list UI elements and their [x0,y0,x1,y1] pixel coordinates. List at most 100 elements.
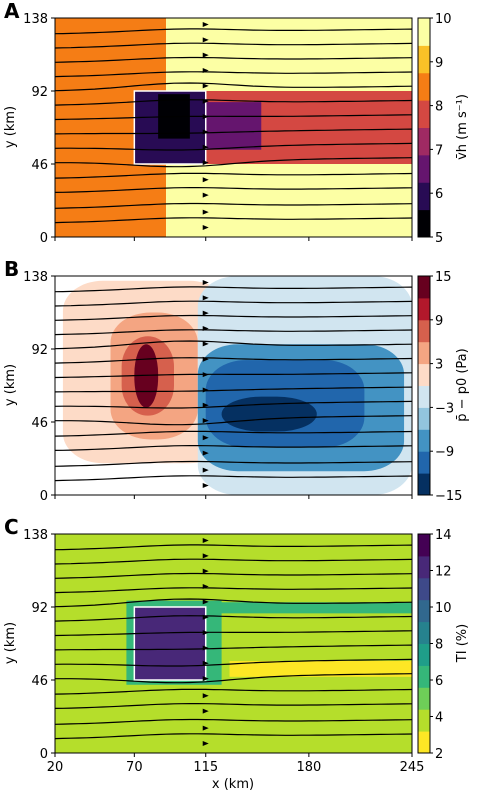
streamline-arrow [202,310,209,316]
colorbar-tick-label: 8 [435,100,443,115]
streamline [55,445,412,451]
colorbar-segment [418,534,430,557]
colorbar-segment [418,276,430,299]
streamline [55,673,412,684]
streamline [55,329,412,336]
colorbar-tick-label: 2 [435,747,443,762]
colorbar-tick-label: −15 [435,489,462,504]
streamline-arrow [202,645,209,651]
colorbar-segment [418,45,430,74]
streamline [55,558,412,565]
streamline-arrow [202,708,209,714]
streamline-arrow [202,418,209,424]
streamline [55,82,412,92]
panel-b-axes: 0 46 92 138 [23,270,413,504]
colorbar-tick-label: 4 [435,711,443,726]
streamline-arrow [202,209,209,215]
x-tick-label: 20 [47,760,64,775]
panel-label-a: A [4,0,20,23]
colorbar-segment [418,385,430,408]
colorbar-segment [418,429,430,452]
region-upper_wake_edge [205,602,412,614]
streamline-arrow [202,568,209,574]
colorbar-segment [418,363,430,386]
streamline [55,644,412,651]
streamline-arrow [202,177,209,183]
colorbar-tick-label: 12 [435,565,452,580]
wind-farm-box [133,606,207,681]
streamline-arrow [202,614,209,620]
streamline [55,386,412,393]
panel-c-axes: 20 70 115 180 245 0 46 92 138 [23,528,424,775]
streamline [55,544,412,551]
streamline-arrow [202,98,209,104]
streamline-arrow [202,693,209,699]
panel-a-colorbar-label: v̄h (m s⁻¹) [455,94,470,160]
colorbar-segment [418,687,430,710]
colorbar-tick-label: 9 [435,56,443,71]
panel-b-plot [55,276,412,495]
streamline [55,142,412,151]
streamline-arrow [202,450,209,456]
streamline [55,357,412,364]
streamline-arrow [202,356,209,362]
panel-label-b: B [4,257,19,281]
streamline [55,42,412,49]
panel-a-plot [55,18,412,237]
y-tick-label: 92 [31,601,48,616]
y-tick-label: 0 [40,231,48,246]
streamline-arrow [202,160,209,166]
streamline [55,475,412,482]
region-inner_wake [205,102,262,150]
streamline-arrow [202,467,209,473]
streamline-arrow [202,37,209,43]
streamline [55,400,412,409]
streamline-arrow [202,725,209,731]
region-lower_wake_low [229,660,412,677]
panel-c-frame [54,533,413,754]
colorbar-segment [418,555,430,579]
streamline [55,572,412,579]
streamline-arrow [202,341,209,347]
y-tick-label: 138 [23,12,48,27]
streamline [55,114,412,121]
colorbar-segment [418,297,430,321]
streamline-arrow [202,599,209,605]
streamline-arrow [202,584,209,590]
y-tick-label: 138 [23,528,48,543]
streamline [55,430,412,437]
streamline [55,598,412,608]
colorbar-tick-label: 6 [435,187,443,202]
streamline [55,415,412,426]
y-tick-label: 0 [40,747,48,762]
panel-b-colorbar-label: p̄ − p0 (Pa) [455,348,470,421]
colorbar-segment [418,709,430,732]
panel-b-ylabel: y (km) [3,364,18,406]
streamline-arrow [202,279,209,285]
y-tick-label: 138 [23,270,48,285]
panel-b-frame [54,275,413,496]
panel-a-axes: 0 46 92 138 [23,12,413,246]
panel-label-c: C [4,515,19,539]
colorbar-segment [418,731,430,754]
streamline [55,372,412,379]
y-tick-label: 0 [40,489,48,504]
streamline [55,630,412,637]
region-background [55,534,412,753]
colorbar-segment [418,621,430,644]
y-tick-label: 46 [31,416,48,431]
streamline [55,286,412,293]
streamline [55,702,412,709]
colorbar-segment [418,341,430,365]
colorbar-segment [418,182,430,211]
streamline [55,128,412,135]
colorbar-frame [417,17,431,238]
streamline [55,217,412,224]
colorbar-tick-label: 15 [435,270,452,285]
panel-b: B 0 46 92 138 y (km) −15 −9 −3 3 9 15 p̄ − p0 (P… [3,257,470,504]
streamline [55,587,412,594]
streamline-arrow [202,740,209,746]
x-tick-label: 70 [126,760,143,775]
